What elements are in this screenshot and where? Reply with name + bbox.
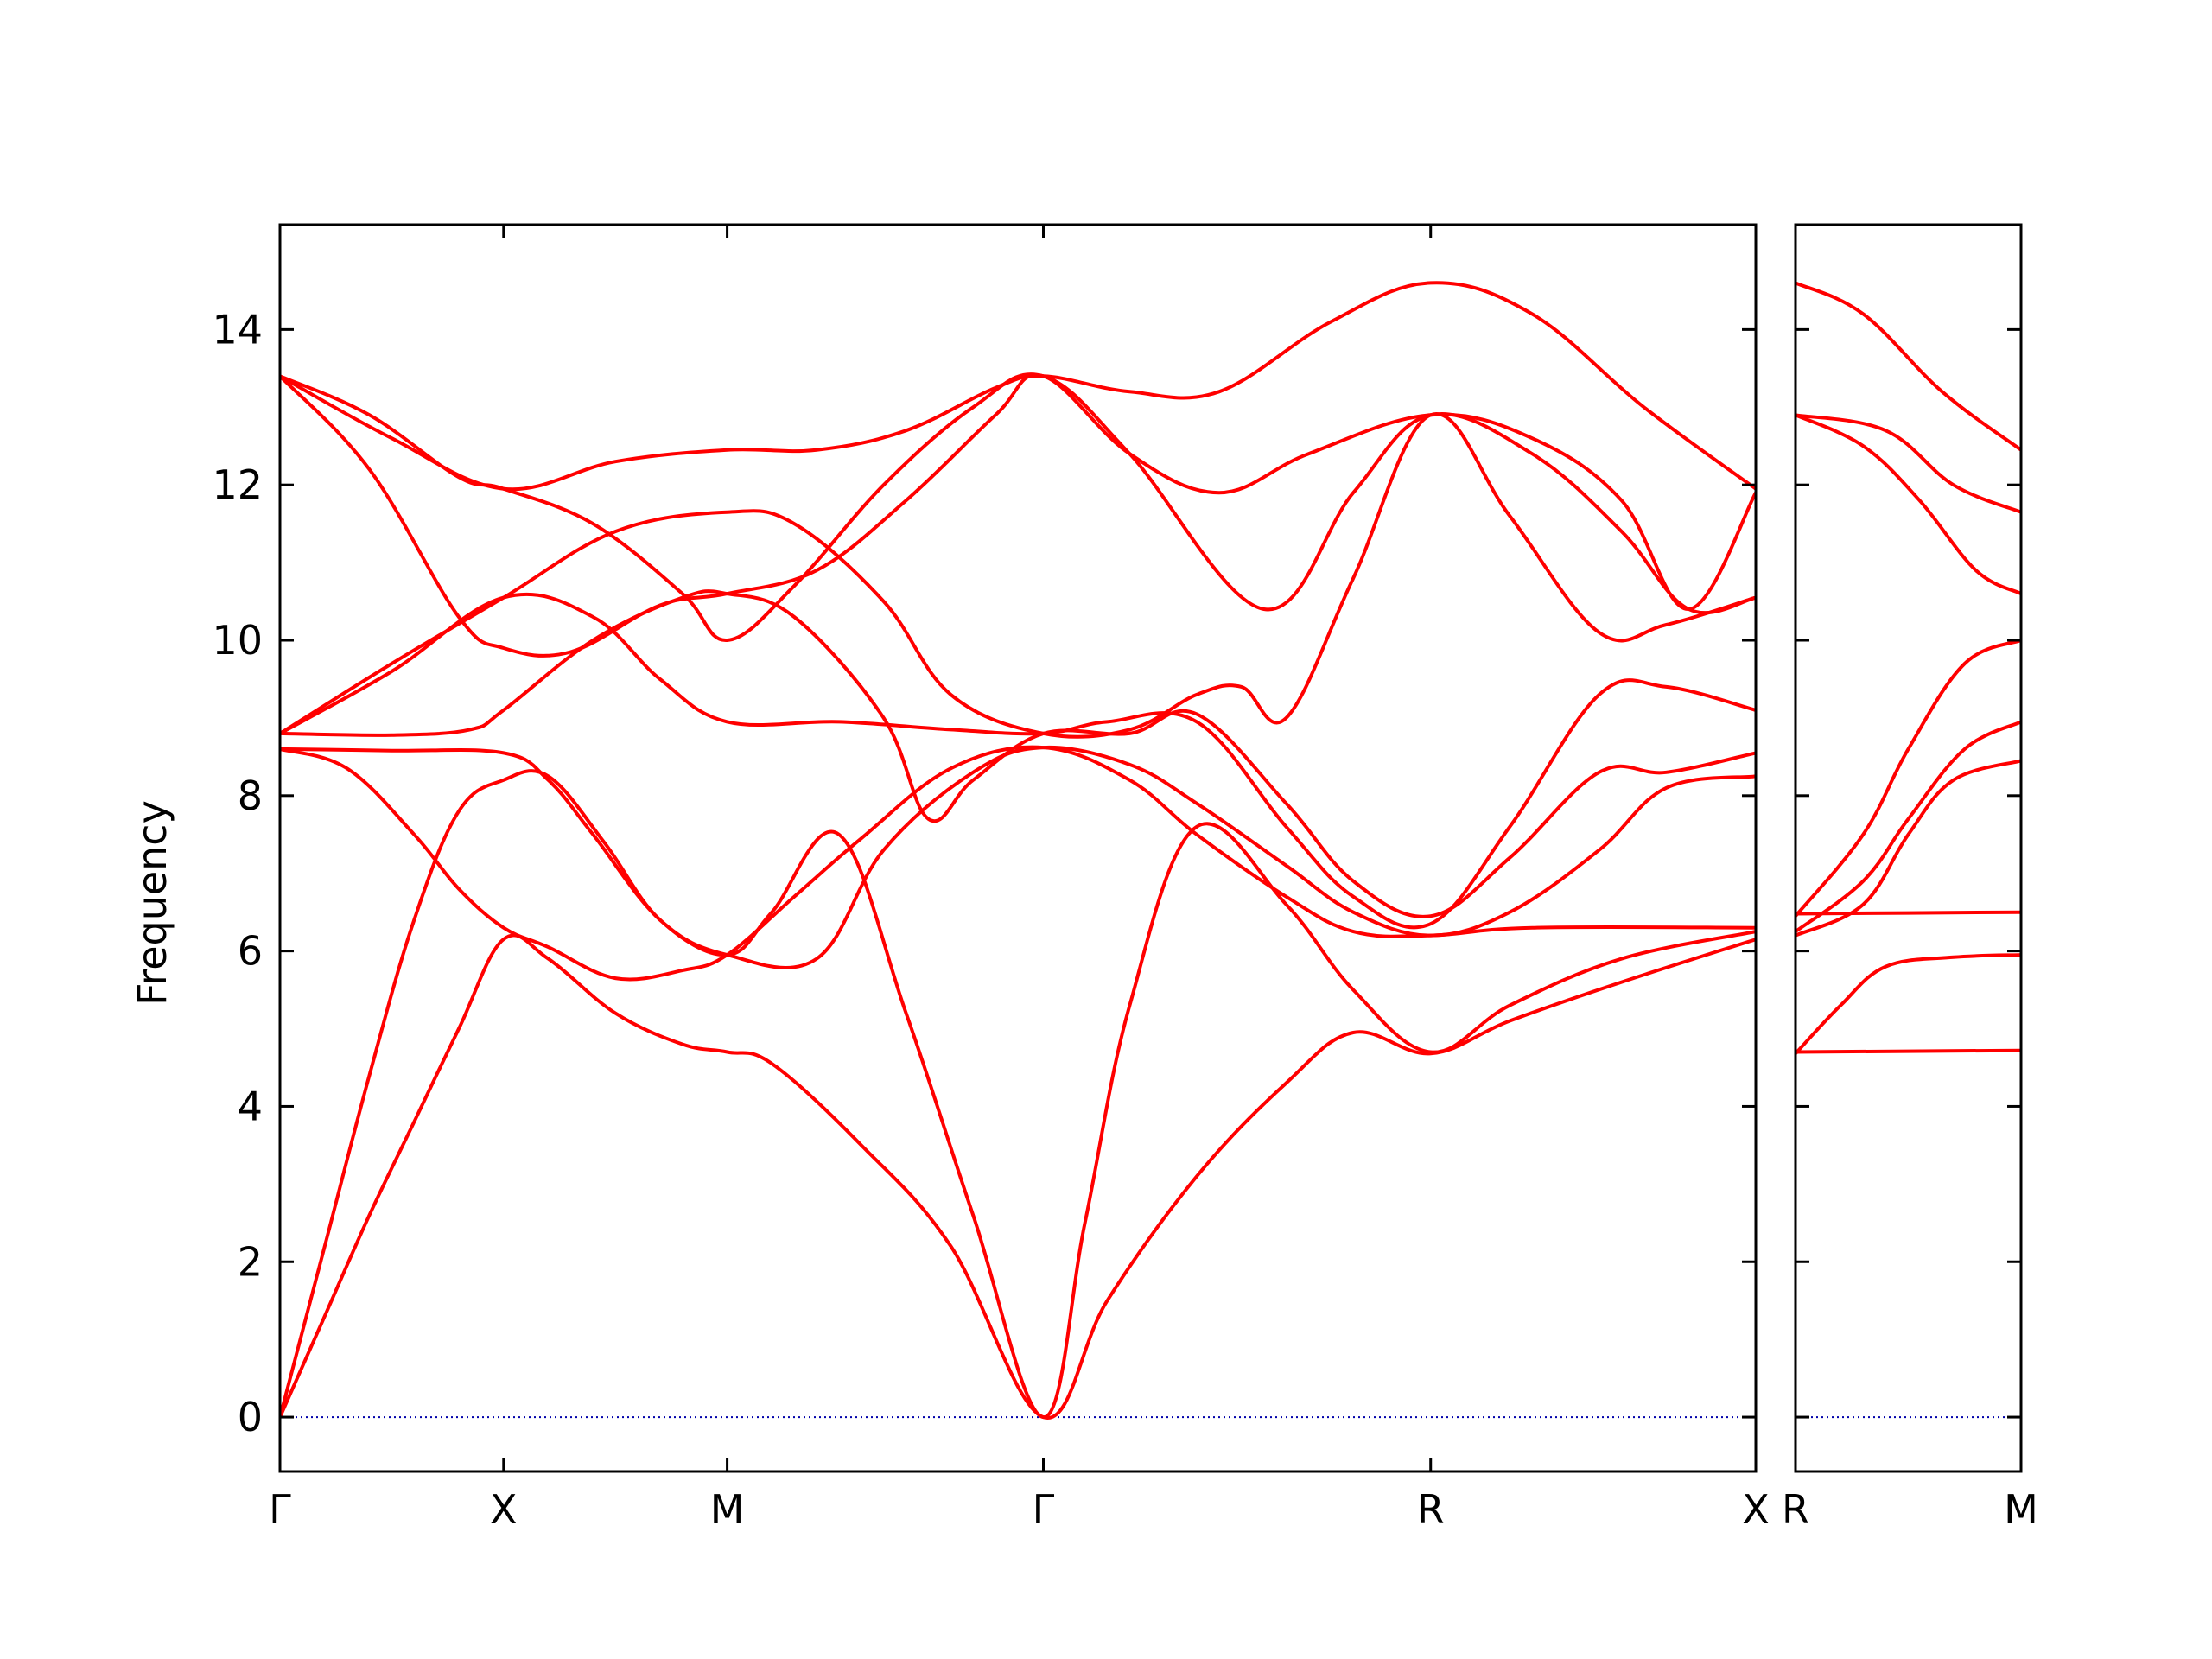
band-right-2 bbox=[1796, 953, 2021, 1056]
band-right-5 bbox=[1796, 720, 2021, 934]
x-tick-label: X bbox=[490, 1486, 518, 1533]
x-tick-label: Γ bbox=[1033, 1486, 1055, 1533]
x-tick-label: Γ bbox=[269, 1486, 291, 1533]
x-tick-label: R bbox=[1417, 1486, 1445, 1533]
band-right-7 bbox=[1796, 413, 2021, 596]
y-axis-label: Frequency bbox=[129, 800, 175, 1006]
y-tick-label: 14 bbox=[212, 306, 263, 353]
band-right-6 bbox=[1796, 639, 2021, 918]
y-tick-label: 4 bbox=[238, 1083, 263, 1129]
y-tick-label: 0 bbox=[238, 1394, 263, 1440]
band-left-3 bbox=[280, 745, 1756, 982]
band-left-7 bbox=[280, 411, 1756, 739]
y-tick-label: 6 bbox=[238, 928, 263, 975]
band-right-8 bbox=[1796, 413, 2021, 514]
plot-frame-left bbox=[278, 223, 1758, 1473]
y-tick-label: 12 bbox=[212, 461, 263, 508]
y-axis: 0 2 4 6 8 10 12 14 bbox=[212, 306, 263, 1440]
x-tick-label: M bbox=[710, 1486, 745, 1533]
band-right-1 bbox=[1796, 1048, 2021, 1054]
band-left-4 bbox=[280, 745, 1756, 969]
band-left-1 bbox=[280, 933, 1756, 1420]
band-left-10 bbox=[280, 281, 1756, 492]
band-left-5 bbox=[280, 589, 1756, 918]
band-left-2 bbox=[280, 769, 1756, 1420]
y-tick-label: 10 bbox=[212, 617, 263, 664]
band-right-3 bbox=[1796, 910, 2021, 916]
y-tick-label: 2 bbox=[238, 1238, 263, 1285]
x-tick-label: R bbox=[1782, 1486, 1809, 1533]
band-right-4 bbox=[1796, 759, 2021, 938]
x-tick-label: X bbox=[1742, 1486, 1770, 1533]
band-left-8 bbox=[280, 372, 1756, 658]
y-tick-label: 8 bbox=[238, 772, 263, 819]
band-right-9 bbox=[1796, 281, 2021, 452]
band-left-6 bbox=[280, 592, 1756, 930]
plot-frame-right bbox=[1794, 223, 2023, 1473]
x-tick-label: M bbox=[2004, 1486, 2038, 1533]
